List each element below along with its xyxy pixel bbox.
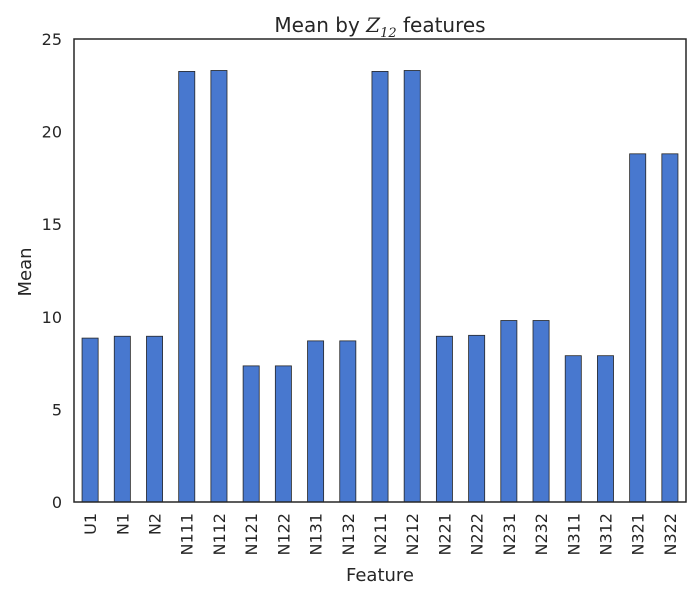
- x-tick-label-n112: N112: [210, 513, 229, 556]
- bars-group: [81, 70, 679, 503]
- chart-title: Mean by Z12 features: [274, 13, 485, 41]
- x-tick-label-n221: N221: [435, 513, 454, 556]
- bar-n2: [146, 335, 163, 503]
- y-tick-label-20: 20: [42, 123, 62, 142]
- y-tick-label-0: 0: [52, 493, 62, 512]
- x-tick-label-n311: N311: [564, 513, 583, 556]
- x-tick-label-n232: N232: [532, 513, 551, 556]
- x-tick-label-n131: N131: [307, 513, 326, 556]
- bar-n111: [178, 71, 196, 503]
- y-tick-label-15: 15: [42, 215, 62, 234]
- x-axis-ticks: U1 N1 N2 N111 N112 N121 N122 N131 N132 N211 N212 N2…: [81, 513, 680, 556]
- x-tick-label-n212: N212: [403, 513, 422, 556]
- x-tick-label-n1: N1: [113, 513, 132, 535]
- y-tick-label-5: 5: [52, 400, 62, 419]
- x-tick-label-n312: N312: [596, 513, 615, 556]
- x-tick-label-n222: N222: [468, 513, 487, 556]
- x-tick-label-n121: N121: [242, 513, 261, 556]
- x-tick-label-u1: U1: [81, 513, 100, 535]
- bar-n1: [113, 335, 131, 503]
- x-tick-label-n122: N122: [274, 513, 293, 556]
- bar-n321: [629, 153, 647, 503]
- bar-n221: [435, 335, 453, 503]
- bar-n132: [339, 340, 357, 503]
- y-axis-label: Mean: [15, 247, 36, 296]
- chart-title-subscript: 12: [380, 26, 397, 41]
- x-axis-label: Feature: [346, 565, 414, 586]
- bar-n231: [500, 320, 518, 503]
- bar-n312: [597, 355, 614, 503]
- x-tick-label-n211: N211: [371, 513, 390, 556]
- bar-n112: [210, 70, 228, 503]
- y-tick-label-25: 25: [42, 30, 62, 49]
- bar-n131: [307, 340, 325, 503]
- x-tick-label-n132: N132: [339, 513, 358, 556]
- x-tick-label-n322: N322: [661, 513, 680, 556]
- bar-n222: [468, 334, 486, 503]
- bar-n122: [274, 365, 292, 503]
- y-tick-label-10: 10: [42, 308, 62, 327]
- bar-n121: [242, 365, 260, 503]
- bar-n311: [564, 355, 582, 503]
- bar-n322: [661, 153, 679, 503]
- y-axis-ticks: 0 5 10 15 20 25: [42, 30, 62, 512]
- x-tick-label-n111: N111: [178, 513, 197, 556]
- x-tick-label-n2: N2: [146, 513, 165, 535]
- bar-n211: [371, 71, 389, 503]
- bar-n232: [532, 320, 550, 503]
- x-tick-label-n231: N231: [500, 513, 519, 556]
- x-tick-label-n321: N321: [629, 513, 648, 556]
- bar-u1: [81, 337, 99, 503]
- plot-frame: [73, 38, 687, 503]
- bar-n212: [403, 70, 421, 503]
